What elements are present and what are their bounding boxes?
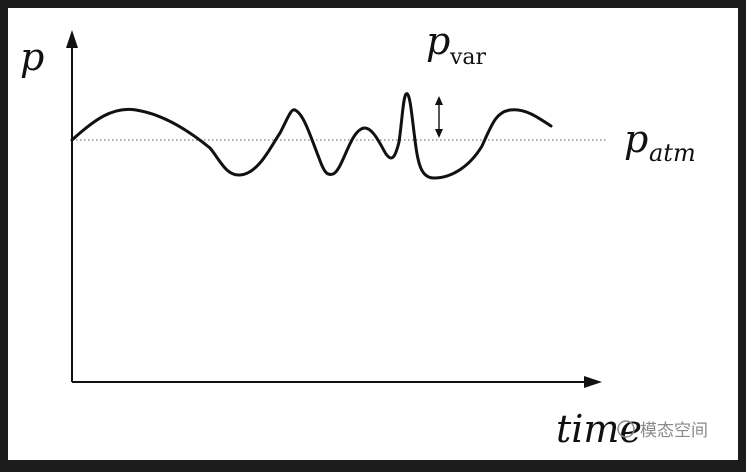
watermark-logo-icon xyxy=(617,420,635,438)
pvar-amplitude-arrowhead-up xyxy=(435,96,443,105)
patm-label-main: p xyxy=(624,117,648,161)
y-axis-arrowhead xyxy=(66,30,78,48)
patm-label-subscript: atm xyxy=(649,139,696,167)
watermark-text: 模态空间 xyxy=(640,421,708,441)
y-axis-label: p xyxy=(20,35,44,79)
diagram-panel: p p var p atm time 模态空间 xyxy=(8,8,738,460)
x-axis-label: time xyxy=(556,407,642,451)
pvar-label: p var xyxy=(426,19,487,70)
pressure-time-diagram: p p var p atm time 模态空间 xyxy=(20,19,708,451)
pvar-label-main: p xyxy=(426,19,450,63)
patm-label: p atm xyxy=(624,117,696,167)
pressure-fluctuation-curve xyxy=(70,92,553,180)
pvar-amplitude-arrowhead-down xyxy=(435,129,443,138)
pvar-label-subscript: var xyxy=(449,45,487,70)
x-axis-arrowhead xyxy=(584,376,602,388)
watermark: 模态空间 xyxy=(617,420,708,441)
